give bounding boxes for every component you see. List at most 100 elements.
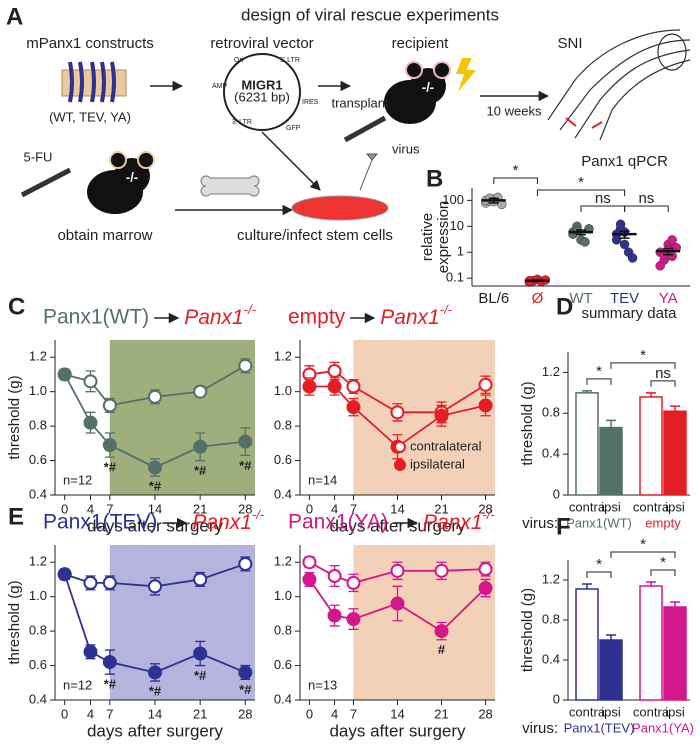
x-tick-label: 4 bbox=[87, 501, 94, 516]
point-annotation: # bbox=[438, 642, 446, 657]
chart-title-target: Panx1-/- bbox=[423, 507, 495, 534]
data-point bbox=[238, 434, 253, 449]
significance-bracket bbox=[586, 571, 612, 578]
point-annotation: *# bbox=[149, 478, 162, 493]
data-point bbox=[327, 379, 342, 394]
y-tick-label: 0.4 bbox=[274, 486, 292, 501]
x-tick-label: 14 bbox=[148, 706, 162, 721]
significance-bracket bbox=[493, 177, 538, 184]
data-point bbox=[148, 665, 162, 680]
data-point bbox=[83, 374, 98, 389]
y-tick-label: 1 bbox=[457, 244, 464, 259]
variants-label: (WT, TEV, YA) bbox=[49, 109, 131, 124]
series-line bbox=[63, 573, 246, 674]
x-tick-label: 0 bbox=[306, 706, 313, 721]
y-tick-label: 0.8 bbox=[542, 405, 560, 420]
point-annotation: *# bbox=[239, 682, 252, 697]
y-tick-label: 0 bbox=[553, 691, 560, 706]
data-point bbox=[193, 439, 208, 454]
data-point bbox=[238, 358, 253, 373]
data-point bbox=[102, 575, 117, 590]
point-annotation: *# bbox=[104, 460, 117, 475]
point-annotation: *# bbox=[239, 458, 252, 473]
legend-marker bbox=[394, 441, 406, 453]
panel-letter: A bbox=[6, 3, 23, 30]
x-axis-label: days after surgery bbox=[87, 516, 224, 535]
diagram-title: design of viral rescue experiments bbox=[241, 5, 499, 24]
plasmid-feature: IRES bbox=[302, 99, 319, 106]
vector-label: retroviral vector bbox=[210, 35, 313, 52]
shaded-period bbox=[109, 340, 255, 495]
data-point bbox=[611, 235, 622, 245]
y-tick-label: 1.2 bbox=[29, 349, 47, 364]
y-tick-label: 1.2 bbox=[542, 364, 560, 379]
significance-label: * bbox=[596, 556, 602, 573]
plasmid-size: (6231 bp) bbox=[234, 89, 290, 104]
plasmid-feature: GFP bbox=[286, 125, 301, 132]
x-tick-label: 21 bbox=[434, 706, 448, 721]
culture-dish bbox=[291, 195, 389, 221]
injury-label: SNI bbox=[557, 35, 582, 52]
significance-label: * bbox=[640, 536, 646, 553]
x-tick-label: YA bbox=[659, 290, 678, 307]
bar bbox=[575, 392, 599, 496]
y-tick-label: 10 bbox=[450, 218, 464, 233]
y-tick-label: 0.8 bbox=[274, 623, 292, 638]
point-annotation: *# bbox=[104, 677, 117, 692]
bar bbox=[575, 588, 599, 701]
x-tick-label: ipsi bbox=[665, 499, 685, 514]
shaded-period bbox=[353, 545, 495, 700]
target-name: Panx1 bbox=[184, 306, 244, 329]
y-axis-label: threshold (g) bbox=[6, 580, 23, 664]
x-tick-label: 4 bbox=[87, 706, 94, 721]
significance-bracket bbox=[536, 189, 626, 196]
bar bbox=[639, 585, 663, 701]
y-axis-label: threshold (g) bbox=[519, 381, 536, 465]
data-point bbox=[478, 562, 493, 577]
chart-title: summary data bbox=[581, 305, 677, 322]
x-tick-label: 21 bbox=[434, 501, 448, 516]
series-line bbox=[308, 578, 487, 633]
data-point bbox=[619, 239, 630, 250]
chart-title: empty bbox=[288, 306, 346, 329]
significance-label: * bbox=[596, 363, 602, 380]
y-tick-label: 1.2 bbox=[274, 349, 292, 364]
group-label: Panx1(YA) bbox=[632, 720, 694, 735]
data-point bbox=[148, 460, 162, 475]
bar bbox=[599, 426, 623, 496]
x-tick-label: 14 bbox=[390, 706, 404, 721]
group-label: Panx1(WT) bbox=[566, 515, 632, 530]
y-tick-label: 0.4 bbox=[29, 691, 47, 706]
chart-title-target: Panx1-/- bbox=[380, 302, 452, 329]
data-point bbox=[327, 569, 342, 583]
y-tick-label: 0.4 bbox=[542, 446, 560, 461]
significance-bracket bbox=[650, 380, 676, 387]
y-axis-label: expression bbox=[435, 201, 452, 274]
data-point bbox=[83, 644, 98, 659]
data-point bbox=[434, 624, 449, 639]
genotype-label: -/- bbox=[422, 79, 434, 94]
target-name: Panx1 bbox=[192, 511, 252, 534]
data-point bbox=[238, 556, 253, 571]
data-point bbox=[102, 655, 117, 670]
data-point bbox=[434, 563, 449, 578]
y-axis-label: threshold (g) bbox=[519, 588, 536, 672]
data-point bbox=[102, 398, 117, 413]
bar bbox=[663, 410, 687, 496]
data-point bbox=[193, 646, 208, 661]
nerve-drawing bbox=[547, 29, 691, 141]
panel-letter: E bbox=[8, 503, 24, 530]
target-superscript: -/- bbox=[252, 507, 265, 522]
data-point bbox=[327, 364, 342, 378]
plasmid-feature: 3' LTR bbox=[232, 119, 252, 126]
plasmid-name: MIGR1 bbox=[241, 77, 282, 92]
y-axis-label: threshold (g) bbox=[6, 375, 23, 459]
significance-label: ns bbox=[655, 365, 671, 382]
n-label: n=12 bbox=[63, 472, 92, 487]
group-prefix: virus: bbox=[522, 720, 558, 737]
data-point bbox=[102, 438, 117, 453]
panel-a: A design of viral rescue experiments mPa… bbox=[6, 3, 691, 244]
error-bar bbox=[606, 419, 616, 428]
bar bbox=[639, 396, 663, 496]
y-tick-label: 1.2 bbox=[29, 554, 47, 569]
